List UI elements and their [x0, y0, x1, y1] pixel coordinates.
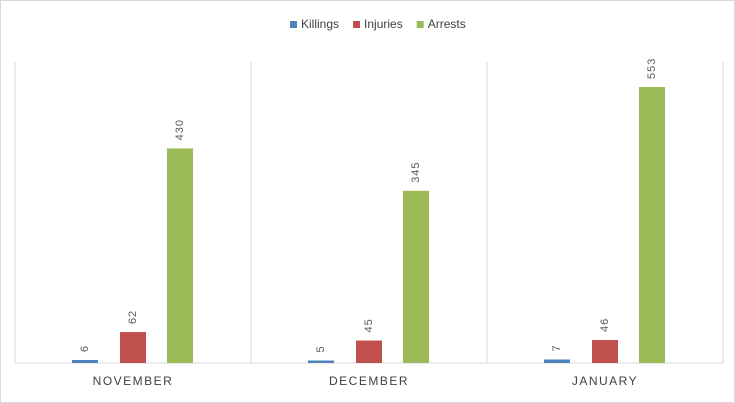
value-label: 5 — [315, 345, 327, 352]
value-label: 553 — [646, 58, 658, 79]
value-label: 345 — [410, 161, 422, 182]
value-label: 45 — [363, 318, 375, 332]
bar — [356, 340, 382, 363]
bar — [544, 359, 570, 363]
bar — [167, 148, 193, 363]
legend-label: Killings — [301, 17, 339, 31]
bar — [120, 332, 146, 363]
legend-swatch — [416, 21, 424, 28]
legend-label: Injuries — [364, 17, 403, 31]
value-label: 6 — [79, 345, 91, 352]
value-label: 46 — [599, 318, 611, 332]
bar — [403, 190, 429, 363]
x-tick-label: NOVEMBER — [93, 374, 174, 388]
value-label: 430 — [174, 119, 186, 140]
value-label: 62 — [127, 310, 139, 324]
bar — [308, 360, 334, 363]
bar — [592, 340, 618, 363]
legend-swatch — [290, 21, 297, 28]
bar — [72, 360, 98, 363]
legend-label: Arrests — [428, 17, 466, 31]
x-tick-label: DECEMBER — [329, 374, 409, 388]
x-tick-label: JANUARY — [572, 374, 638, 388]
value-label: 7 — [551, 344, 563, 351]
legend-swatch — [353, 21, 361, 28]
bar — [639, 87, 665, 363]
